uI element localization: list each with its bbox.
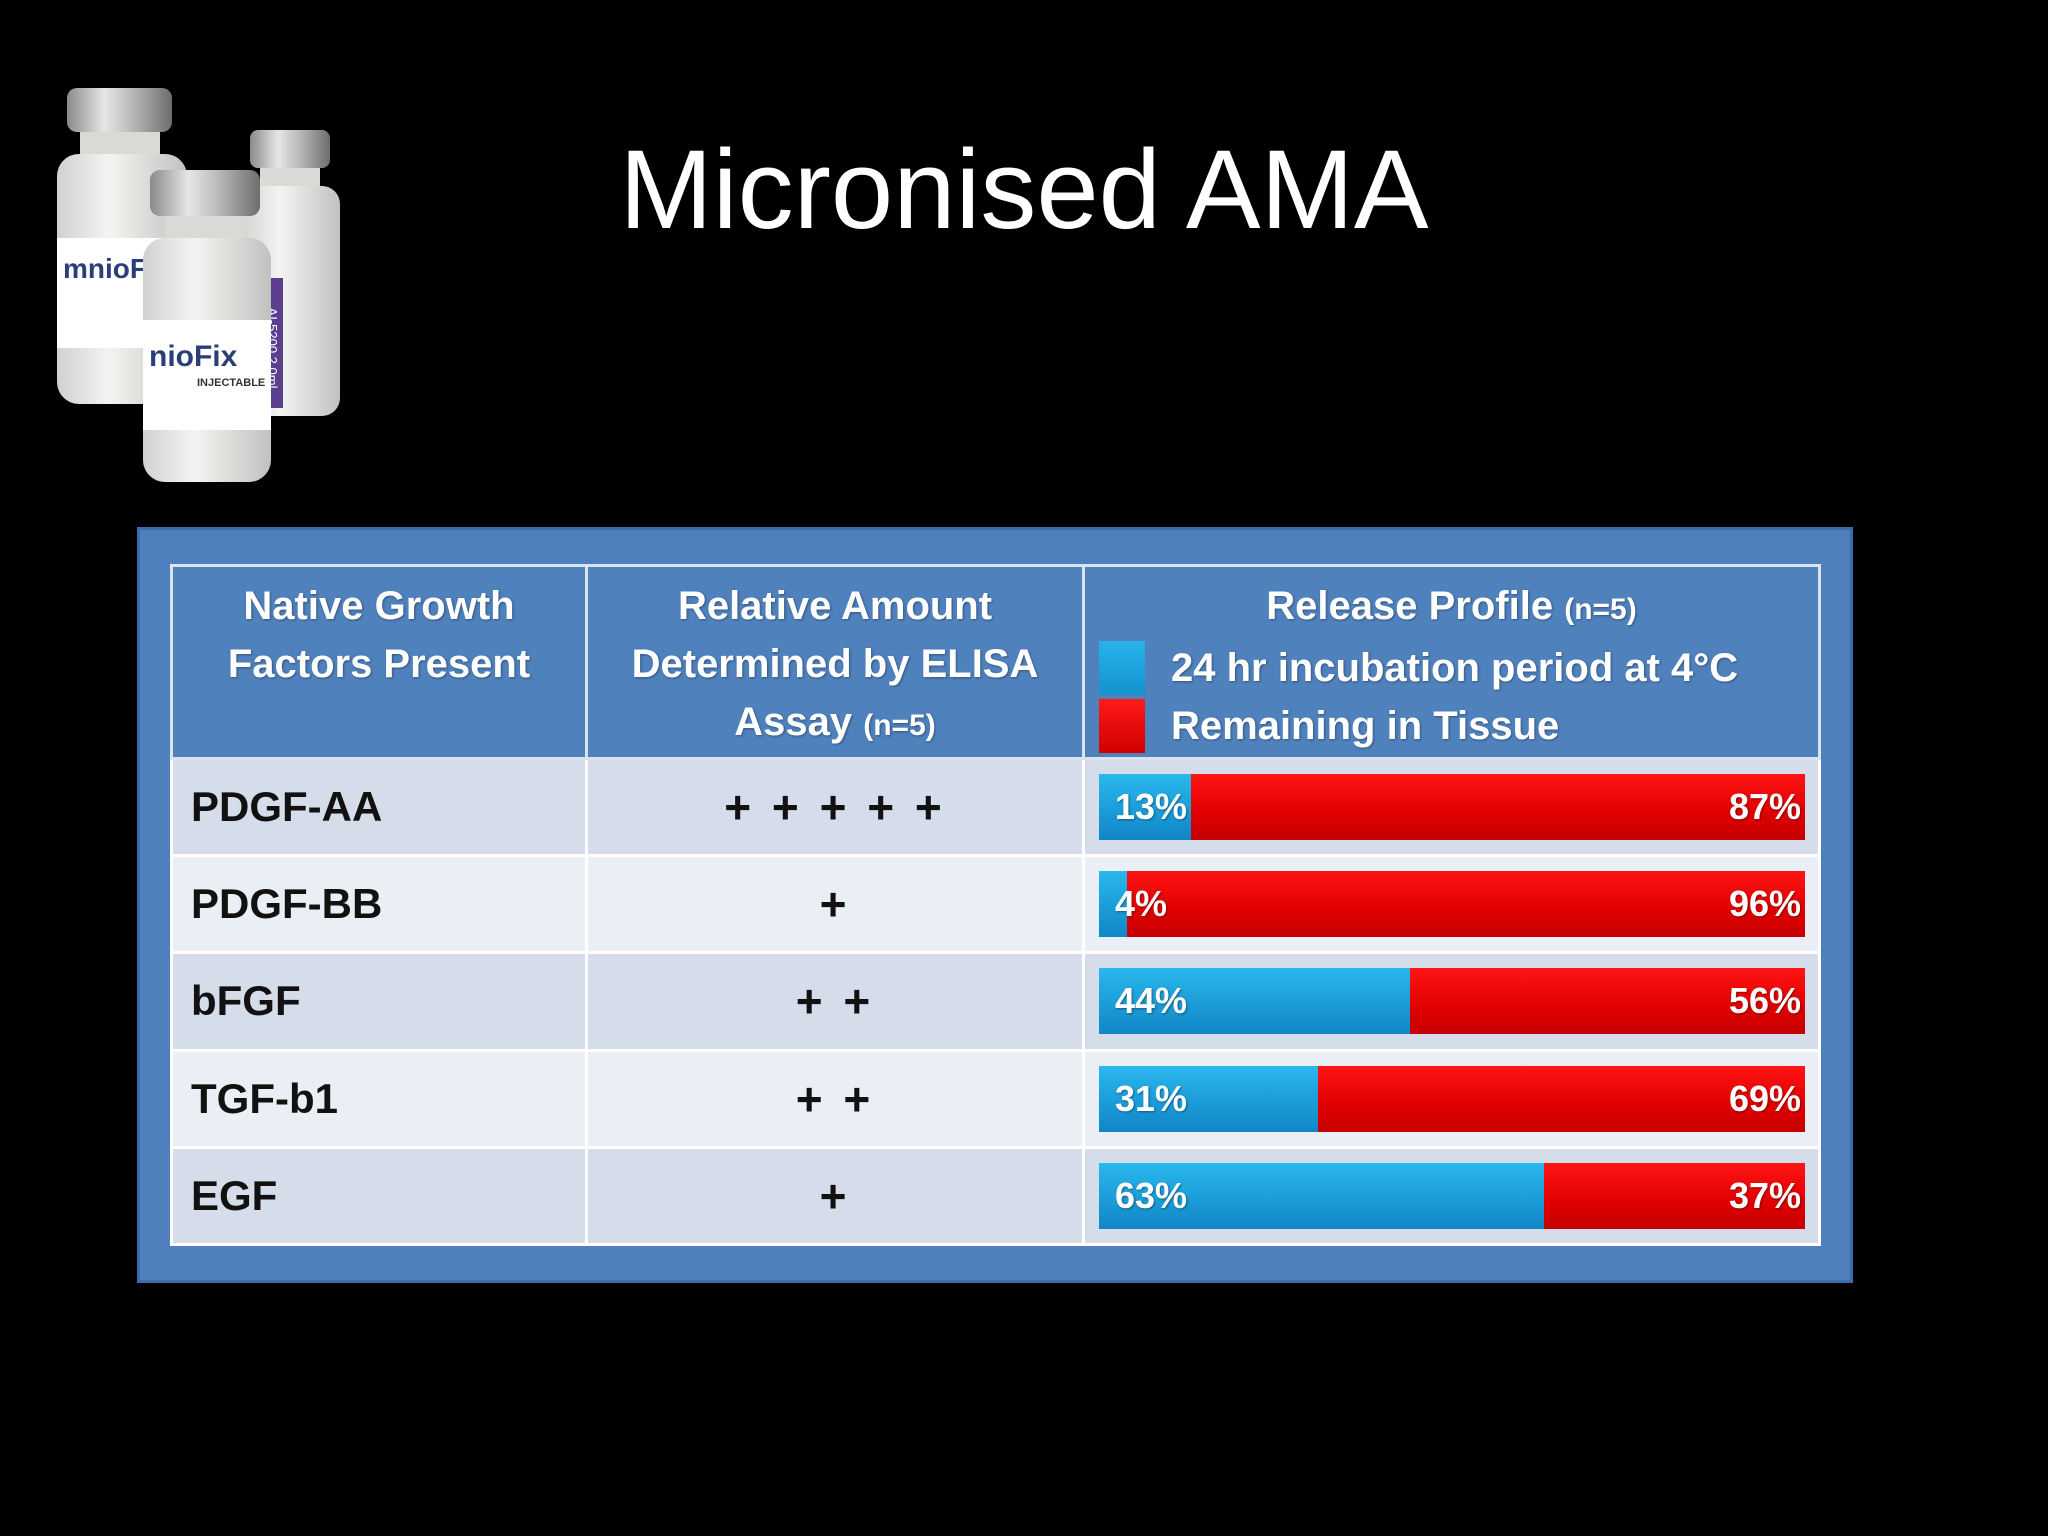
remaining-percent-label: 96% (1728, 883, 1801, 925)
release-bar-remaining: 87% (1190, 774, 1805, 841)
header-col2-line3: Assay (n=5) (598, 693, 1072, 755)
header-release-profile: Release Profile (n=5) 24 hr incubation p… (1082, 564, 1821, 760)
growth-factor-panel: Native Growth Factors Present Relative A… (137, 527, 1853, 1283)
release-bar: 44% 56% (1099, 968, 1805, 1035)
header-col3-title-line: Release Profile (n=5) (1095, 577, 1808, 639)
release-bar-remaining: 37% (1543, 1162, 1805, 1229)
vial-back-right: AI-5200 2.0ml (240, 130, 340, 416)
legend-red-label: Remaining in Tissue (1171, 704, 1560, 748)
table-body: PDGF-AA + + + + + 13% 87% PDGF-BB + 4% (170, 756, 1821, 1247)
remaining-percent-label: 87% (1728, 786, 1801, 828)
header-col2-line2: Determined by ELISA (631, 642, 1039, 686)
release-bar-released: 63% (1099, 1162, 1544, 1229)
table-row: bFGF + + 44% 56% (170, 951, 1821, 1052)
factor-cell: bFGF (170, 951, 588, 1052)
released-percent-label: 4% (1115, 883, 1168, 925)
remaining-percent-label: 56% (1728, 980, 1801, 1022)
vial-front: nioFix INJECTABLE (143, 170, 271, 482)
release-bar-released: 44% (1099, 968, 1410, 1035)
vial-sub-label: INJECTABLE (197, 377, 265, 389)
release-bar: 63% 37% (1099, 1162, 1805, 1229)
table-header-row: Native Growth Factors Present Relative A… (170, 564, 1821, 760)
vial-front-label: nioFix (149, 340, 238, 373)
release-bar: 13% 87% (1099, 774, 1805, 841)
slide-title: Micronised AMA (0, 128, 2048, 251)
table-row: TGF-b1 + + 31% 69% (170, 1048, 1821, 1149)
released-percent-label: 31% (1115, 1077, 1188, 1119)
profile-cell: 4% 96% (1082, 854, 1821, 955)
release-bar-released: 13% (1099, 774, 1191, 841)
vials-photo: AI-5200 2.0ml mnioFix nioFix INJECTABLE (57, 88, 340, 482)
table-row: EGF + 63% 37% (170, 1145, 1821, 1247)
header-col3-n: (n=5) (1564, 593, 1637, 626)
release-bar-released: 31% (1099, 1065, 1318, 1132)
release-bar: 31% 69% (1099, 1065, 1805, 1132)
legend-blue-label: 24 hr incubation period at 4°C (1171, 646, 1739, 690)
legend-blue: 24 hr incubation period at 4°C (1099, 639, 1808, 697)
header-col3-title: Release Profile (1266, 584, 1554, 628)
release-bar-remaining: 69% (1317, 1065, 1805, 1132)
released-percent-label: 44% (1115, 980, 1188, 1022)
release-bar-remaining: 96% (1127, 871, 1805, 938)
legend-red: Remaining in Tissue (1099, 697, 1808, 755)
profile-cell: 13% 87% (1082, 756, 1821, 858)
legend-blue-swatch (1099, 641, 1145, 695)
amount-cell: + (585, 1145, 1085, 1247)
factor-cell: PDGF-BB (170, 854, 588, 955)
factor-cell: PDGF-AA (170, 756, 588, 858)
profile-cell: 31% 69% (1082, 1048, 1821, 1149)
legend-red-swatch (1099, 699, 1145, 753)
factor-cell: EGF (170, 1145, 588, 1247)
release-bar: 4% 96% (1099, 871, 1805, 938)
profile-cell: 44% 56% (1082, 951, 1821, 1052)
release-bar-released: 4% (1099, 871, 1167, 938)
slide-title-text: Micronised AMA (619, 127, 1429, 252)
header-relative-amount: Relative Amount Determined by ELISA Assa… (585, 564, 1085, 760)
header-col2-line1: Relative Amount (677, 584, 993, 628)
amount-cell: + + (585, 1048, 1085, 1149)
growth-factor-table: Native Growth Factors Present Relative A… (170, 564, 1821, 1247)
header-col2-assay: Assay (734, 700, 853, 744)
released-percent-label: 13% (1115, 786, 1188, 828)
header-native-growth-factors: Native Growth Factors Present (170, 564, 588, 760)
table-row: PDGF-AA + + + + + 13% 87% (170, 756, 1821, 858)
remaining-percent-label: 69% (1728, 1077, 1801, 1119)
amount-cell: + + (585, 951, 1085, 1052)
released-percent-label: 63% (1115, 1174, 1188, 1216)
header-col1-line2: Factors Present (227, 642, 531, 686)
release-bar-remaining: 56% (1409, 968, 1805, 1035)
amount-cell: + (585, 854, 1085, 955)
factor-cell: TGF-b1 (170, 1048, 588, 1149)
remaining-percent-label: 37% (1728, 1174, 1801, 1216)
amount-cell: + + + + + (585, 756, 1085, 858)
profile-cell: 63% 37% (1082, 1145, 1821, 1247)
growth-factor-table-wrap: Native Growth Factors Present Relative A… (170, 564, 1821, 1247)
table-row: PDGF-BB + 4% 96% (170, 854, 1821, 955)
header-col1-line1: Native Growth (243, 584, 515, 628)
header-col2-n: (n=5) (863, 709, 936, 742)
